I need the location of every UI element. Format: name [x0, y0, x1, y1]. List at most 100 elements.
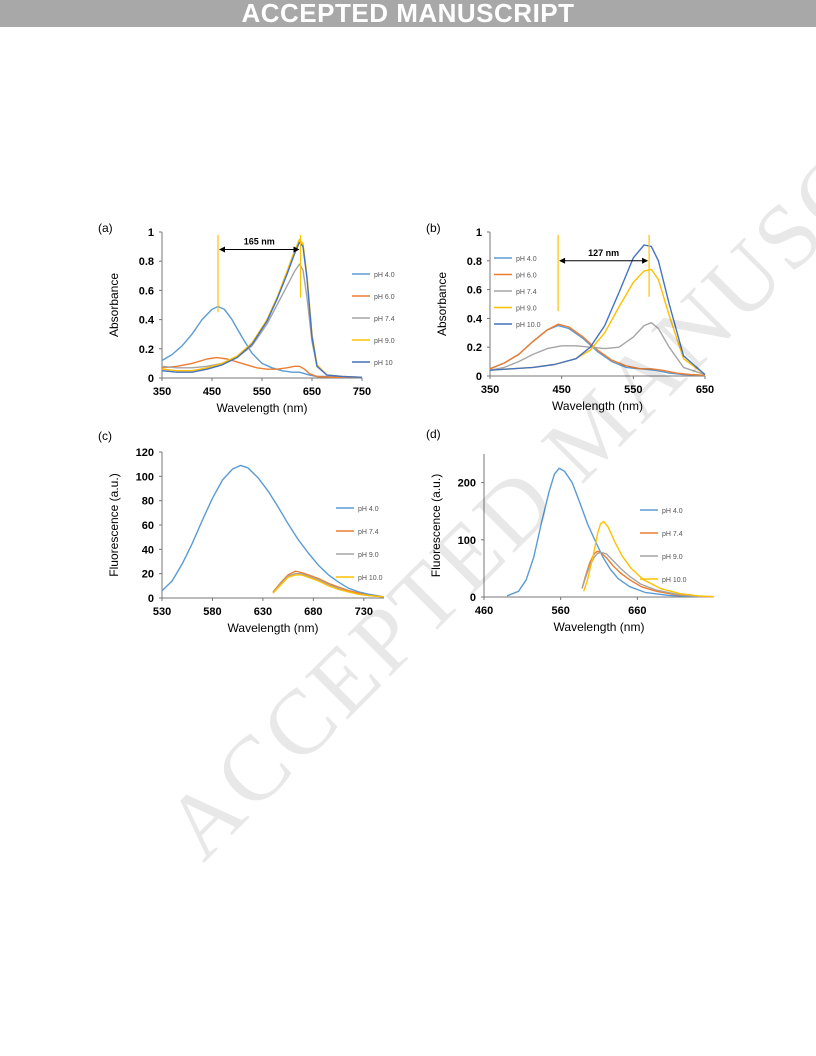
series-line-ph-4-0 — [506, 467, 715, 598]
legend: pH 4.0 pH 6.0 pH 7.4 pH 9.0 pH 10.0 — [494, 256, 541, 329]
shift-annotation: 165 nm — [244, 237, 275, 247]
x-tick-label: 350 — [153, 386, 171, 398]
y-axis-title: Absorbance — [107, 273, 121, 337]
legend: pH 4.0 pH 7.4 pH 9.0 pH 10.0 — [640, 508, 687, 584]
legend-label: pH 4.0 — [358, 506, 379, 513]
x-tick-label: 580 — [203, 606, 221, 618]
legend-label: pH 6.0 — [374, 294, 395, 301]
legend-label: pH 7.4 — [516, 289, 537, 296]
arrowhead-right — [293, 246, 300, 253]
x-tick-label: 730 — [355, 606, 373, 618]
y-tick-label: 200 — [458, 478, 476, 490]
y-tick-label: 0 — [476, 371, 482, 383]
series-line-ph-7-4 — [272, 570, 385, 598]
series-line-ph-10 — [161, 241, 363, 378]
x-tick-label: 650 — [696, 384, 714, 396]
x-axis-title: Wavelength (nm) — [552, 399, 643, 413]
x-tick-label: 650 — [303, 386, 321, 398]
y-tick-label: 0.2 — [467, 342, 482, 354]
y-tick-label: 0.4 — [139, 315, 155, 327]
legend-label: pH 10.0 — [358, 575, 383, 582]
series-line-ph-4-0 — [161, 464, 385, 598]
x-tick-label: 450 — [203, 386, 221, 398]
legend-label: pH 10 — [374, 360, 393, 367]
plot-area: (d) 460 560 660 0 100 200 Wavelength (nm) Fluore… — [426, 427, 715, 634]
legend-label: pH 4.0 — [374, 272, 395, 279]
y-tick-label: 1 — [476, 227, 482, 239]
y-tick-label: 0.2 — [139, 344, 154, 356]
y-tick-label: 60 — [142, 520, 154, 532]
legend: pH 4.0 pH 7.4 pH 9.0 pH 10.0 — [336, 506, 383, 582]
y-tick-label: 0.6 — [467, 285, 482, 297]
series-line-ph-7-4 — [489, 321, 706, 376]
shift-annotation: 127 nm — [588, 248, 619, 258]
legend-label: pH 4.0 — [662, 508, 683, 515]
y-tick-label: 40 — [142, 544, 154, 556]
y-tick-label: 1 — [148, 227, 154, 239]
panel-label: (b) — [426, 221, 441, 235]
panel-label: (a) — [98, 221, 113, 235]
y-tick-label: 0 — [148, 593, 154, 605]
legend-label: pH 9.0 — [358, 552, 379, 559]
legend-label: pH 9.0 — [516, 306, 537, 313]
series-line-ph-9-0 — [161, 238, 363, 378]
legend-label: pH 7.4 — [662, 531, 683, 538]
y-tick-label: 0 — [470, 592, 476, 604]
legend-label: pH 9.0 — [374, 338, 395, 345]
x-tick-label: 660 — [628, 605, 646, 617]
fluorescence-chart-c: (c) 530 580 630 680 730 0 20 40 60 80 100 120 Wavelen… — [98, 429, 385, 635]
y-tick-label: 0.8 — [139, 256, 154, 268]
legend-label: pH 4.0 — [516, 256, 537, 263]
arrowhead-left — [219, 246, 225, 253]
x-axis-title: Wavelength (nm) — [554, 620, 645, 634]
x-tick-label: 750 — [353, 386, 371, 398]
y-tick-label: 120 — [136, 447, 154, 459]
y-tick-label: 100 — [136, 471, 154, 483]
legend-label: pH 7.4 — [374, 316, 395, 323]
legend: pH 4.0 pH 6.0 pH 7.4 pH 9.0 pH 10 — [352, 272, 395, 367]
series-line-ph-7-4 — [581, 550, 715, 598]
x-tick-label: 450 — [552, 384, 570, 396]
x-tick-label: 550 — [253, 386, 271, 398]
y-tick-label: 0 — [148, 373, 154, 385]
x-tick-label: 350 — [481, 384, 499, 396]
plot-area: (b) 350 450 550 650 0 0.2 0.4 0.6 0.8 1 Wavelength … — [426, 221, 714, 413]
absorbance-chart-b: (b) 350 450 550 650 0 0.2 0.4 0.6 0.8 1 Wavelength … — [426, 221, 714, 413]
x-tick-label: 530 — [153, 606, 171, 618]
legend-label: pH 7.4 — [358, 529, 379, 536]
x-tick-label: 550 — [624, 384, 642, 396]
panel-label: (c) — [98, 429, 112, 443]
x-axis-title: Wavelength (nm) — [217, 401, 308, 415]
arrowhead-left — [559, 257, 566, 264]
x-tick-label: 460 — [475, 605, 493, 617]
accepted-manuscript-banner: ACCEPTED MANUSCRIPT — [0, 0, 816, 27]
series-line-ph-10-0 — [272, 574, 385, 598]
series-line-ph-6-0 — [489, 323, 706, 376]
y-tick-label: 20 — [142, 569, 154, 581]
y-tick-label: 0.4 — [467, 313, 483, 325]
series-line-ph-10-0 — [583, 520, 715, 598]
legend-label: pH 10.0 — [662, 577, 687, 584]
series-line-ph-10-0 — [489, 244, 706, 376]
absorbance-chart-a: (a) 350 450 550 650 750 0 0.2 0.4 0.6 0.8 1 Waveleng… — [98, 221, 395, 415]
plot-area: (a) 350 450 550 650 750 0 0.2 0.4 0.6 0.8 1 Waveleng… — [98, 221, 395, 415]
y-tick-label: 100 — [458, 535, 476, 547]
y-tick-label: 0.6 — [139, 285, 154, 297]
fluorescence-chart-d: (d) 460 560 660 0 100 200 Wavelength (nm) Fluore… — [426, 427, 715, 634]
series-line-ph-6-0 — [161, 356, 362, 379]
panel-label: (d) — [426, 427, 441, 441]
x-tick-label: 560 — [551, 605, 569, 617]
x-tick-label: 630 — [254, 606, 272, 618]
legend-label: pH 6.0 — [516, 273, 537, 280]
arrowhead-right — [642, 257, 649, 264]
y-axis-title: Absorbance — [435, 272, 449, 336]
y-axis-title: Fluorescence (a.u.) — [429, 474, 443, 577]
series-line-ph-4-0 — [161, 305, 362, 379]
x-tick-label: 680 — [304, 606, 322, 618]
series-line-ph-7-4 — [161, 263, 363, 378]
plot-area: (c) 530 580 630 680 730 0 20 40 60 80 100 120 Wavelen… — [98, 429, 385, 635]
y-tick-label: 0.8 — [467, 256, 482, 268]
series-line-ph-9-0 — [581, 551, 715, 598]
legend-label: pH 9.0 — [662, 554, 683, 561]
y-axis-title: Fluorescence (a.u.) — [107, 473, 121, 576]
